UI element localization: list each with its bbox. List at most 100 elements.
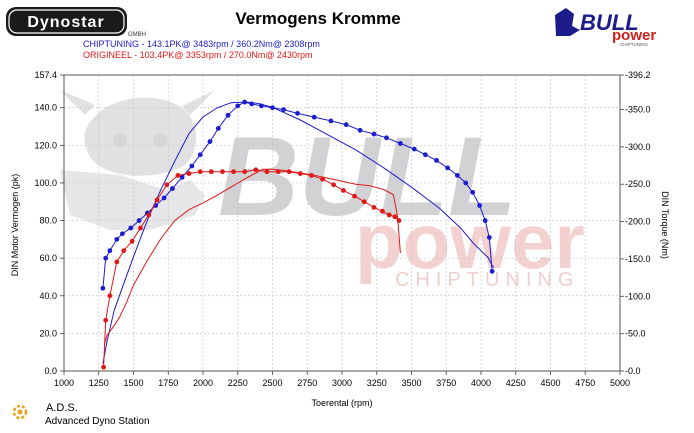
- data-point: [146, 212, 152, 218]
- data-point: [482, 218, 488, 223]
- data-point: [489, 268, 495, 274]
- x-tick-label: 4750: [575, 378, 595, 388]
- y-tick-label: 157.4: [34, 70, 57, 80]
- data-point: [486, 235, 492, 240]
- y2-axis-ticks: -0.0 -50.0 -100.0 -150.0 -200.0 -250.0 -300.0 -…: [620, 70, 651, 376]
- x-tick-label: 5000: [610, 378, 630, 388]
- data-point: [154, 197, 160, 203]
- data-point: [107, 248, 113, 254]
- data-point: [186, 171, 192, 176]
- data-point: [208, 169, 214, 175]
- dynostar-logo-text: Dynostar: [27, 14, 104, 31]
- x-tick-label: 3500: [401, 378, 421, 388]
- data-point: [170, 186, 175, 191]
- torque-line: [103, 168, 401, 346]
- bullpower-logo-chiptuning: CHIPTUNING: [620, 42, 648, 47]
- data-point: [114, 236, 120, 242]
- series-chiptuning-power: [100, 99, 495, 291]
- data-point: [454, 173, 460, 178]
- data-point: [411, 146, 417, 152]
- data-point: [397, 141, 403, 146]
- x-tick-label: 2750: [297, 378, 317, 388]
- data-point: [189, 163, 195, 169]
- data-point: [100, 285, 106, 291]
- data-point: [463, 180, 469, 186]
- y2-tick-label: -150.0: [625, 254, 651, 264]
- y-tick-label: 60.0: [39, 253, 57, 263]
- y2-tick-label: -0.0: [625, 366, 641, 376]
- legend-origineel: ORIGINEEL - 103.4PK@ 3353rpm / 270.0Nm@ …: [83, 50, 313, 60]
- data-point: [197, 169, 203, 175]
- y-axis-ticks: 0.0 20.0 40.0 60.0 80.0 100.0 120.0 140.0 157.4: [34, 70, 64, 376]
- x-tick-label: 3250: [367, 378, 387, 388]
- ads-logo: [12, 404, 28, 420]
- data-point: [207, 139, 213, 144]
- data-point: [445, 165, 451, 171]
- y-tick-label: 140.0: [34, 103, 57, 113]
- legend-chiptuning: CHIPTUNING - 143.1PK@ 3483rpm / 360.2Nm@…: [83, 39, 320, 49]
- data-point: [470, 189, 476, 195]
- y-tick-label: 40.0: [39, 291, 57, 301]
- series: [100, 99, 495, 370]
- x-tick-label: 1250: [89, 378, 109, 388]
- data-point: [371, 131, 377, 137]
- footer-ads-subtitle: Advanced Dyno Station: [45, 416, 150, 427]
- data-point: [343, 122, 349, 128]
- watermark-power-text: power: [355, 197, 585, 285]
- data-point: [121, 248, 127, 254]
- x-tick-label: 2000: [193, 378, 213, 388]
- dynostar-logo: Dynostar GMBH: [6, 7, 146, 38]
- y2-tick-label: -50.0: [625, 329, 646, 339]
- watermark-chiptuning-text: CHIPTUNING: [395, 269, 579, 291]
- data-point: [423, 152, 428, 158]
- data-point: [103, 255, 109, 261]
- data-point: [220, 169, 225, 175]
- y2-axis-label: DIN Torque (Nm): [660, 191, 670, 259]
- x-axis-label: Toerental (rpm): [311, 398, 372, 408]
- data-point: [264, 169, 270, 175]
- data-point: [295, 110, 300, 116]
- data-point: [371, 204, 377, 210]
- data-point: [253, 167, 259, 173]
- x-tick-label: 1500: [123, 378, 143, 388]
- data-point: [175, 173, 181, 178]
- dynostar-logo-suffix: GMBH: [128, 32, 146, 38]
- data-point: [101, 364, 107, 370]
- bullpower-logo-power: power: [612, 27, 656, 44]
- data-point: [379, 208, 385, 214]
- data-point: [320, 176, 325, 182]
- y2-tick-label: -100.0: [625, 291, 651, 301]
- y2-tick-label: -250.0: [625, 179, 651, 189]
- data-point: [331, 182, 337, 188]
- data-point: [103, 317, 109, 323]
- data-point: [386, 212, 392, 218]
- y-tick-label: 120.0: [34, 140, 57, 150]
- series-origineel-torque: [103, 168, 401, 346]
- series-chiptuning-torque: [102, 101, 494, 364]
- data-point: [138, 225, 143, 231]
- data-point: [477, 203, 483, 208]
- sun-icon: [12, 404, 28, 420]
- data-point: [164, 182, 170, 188]
- data-point: [225, 112, 231, 118]
- data-point: [107, 293, 113, 299]
- y2-tick-label: -200.0: [625, 217, 651, 227]
- y-axis-label: DIN Motor Vermogen (pk): [10, 174, 20, 277]
- x-tick-label: 4500: [540, 378, 560, 388]
- x-axis-ticks: 1000 1250 1500 1750 2000 2250 2500 2750 3000 3250…: [54, 371, 630, 388]
- y-tick-label: 80.0: [39, 216, 57, 226]
- x-tick-label: 1000: [54, 378, 74, 388]
- y2-tick-label: -350.0: [625, 105, 651, 115]
- footer-ads: A.D.S.: [46, 402, 78, 414]
- torque-line: [102, 101, 494, 364]
- data-point: [136, 218, 142, 223]
- data-point: [161, 195, 167, 201]
- data-point: [328, 118, 334, 124]
- data-point: [357, 127, 363, 133]
- x-tick-label: 3000: [332, 378, 352, 388]
- y-tick-label: 0.0: [44, 366, 57, 376]
- data-point: [311, 114, 317, 120]
- data-point: [352, 193, 357, 199]
- x-tick-label: 3750: [436, 378, 456, 388]
